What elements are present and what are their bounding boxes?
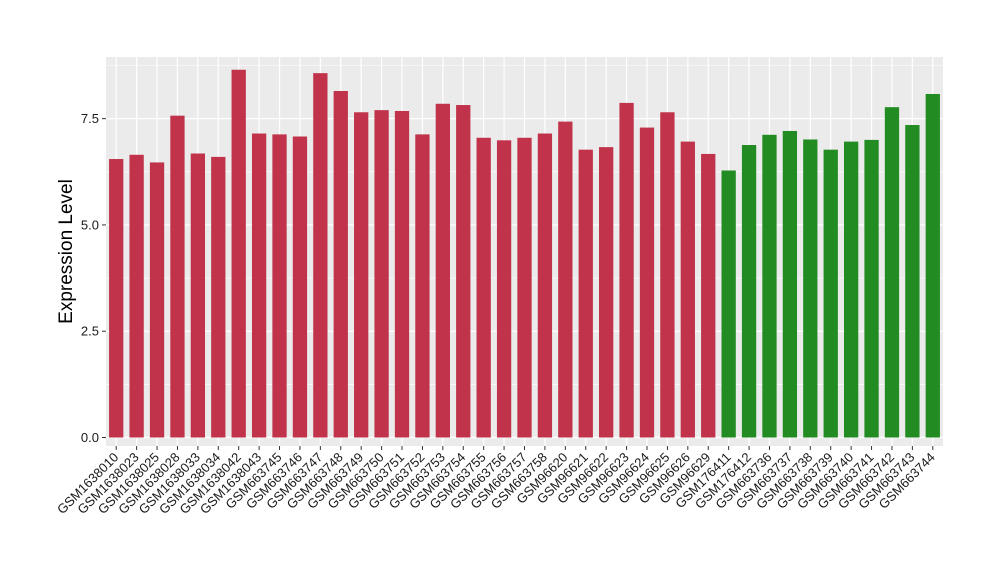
- bar: [680, 141, 695, 438]
- bar: [517, 137, 532, 438]
- bar: [823, 149, 838, 438]
- bar: [639, 127, 655, 438]
- bar: [251, 133, 267, 438]
- bar: [803, 139, 818, 438]
- y-axis-title: Expression Level: [56, 179, 77, 324]
- y-tick-label: 2.5: [81, 324, 99, 339]
- bar: [537, 133, 553, 438]
- bar: [925, 93, 940, 438]
- x-axis: GSM1638010GSM1638023GSM1638025GSM1638028…: [54, 446, 938, 517]
- bar: [741, 145, 757, 438]
- bar: [394, 110, 410, 438]
- bar: [109, 159, 124, 438]
- bar: [599, 147, 614, 438]
- bar: [905, 125, 920, 438]
- bar: [721, 170, 736, 438]
- bar: [354, 112, 369, 438]
- bar: [864, 139, 879, 438]
- bar: [578, 149, 593, 438]
- bar: [374, 110, 389, 438]
- bar: [476, 137, 491, 438]
- bar: [333, 91, 348, 438]
- bar: [231, 69, 246, 438]
- y-tick-label: 7.5: [81, 111, 99, 126]
- bar: [211, 156, 226, 438]
- bar: [558, 121, 573, 438]
- bar: [313, 73, 328, 438]
- bar: [415, 134, 430, 438]
- bar: [884, 107, 900, 438]
- y-tick-label: 0.0: [81, 430, 99, 445]
- bar: [496, 140, 512, 438]
- bar: [435, 103, 450, 438]
- bar: [843, 141, 859, 438]
- bar: [272, 134, 287, 438]
- bar: [170, 115, 185, 438]
- bar: [660, 112, 675, 438]
- bar: [782, 130, 798, 438]
- y-tick-label: 5.0: [81, 217, 99, 232]
- bar: [762, 134, 777, 438]
- bar: [129, 154, 144, 438]
- bar: [619, 102, 634, 438]
- y-axis: 0.0 2.5 5.0 7.5: [81, 111, 106, 445]
- bar: [190, 153, 206, 438]
- bars-group: [109, 69, 940, 438]
- bar: [456, 105, 471, 438]
- bar: [149, 162, 165, 438]
- bar: [701, 153, 716, 438]
- bar: [292, 136, 308, 438]
